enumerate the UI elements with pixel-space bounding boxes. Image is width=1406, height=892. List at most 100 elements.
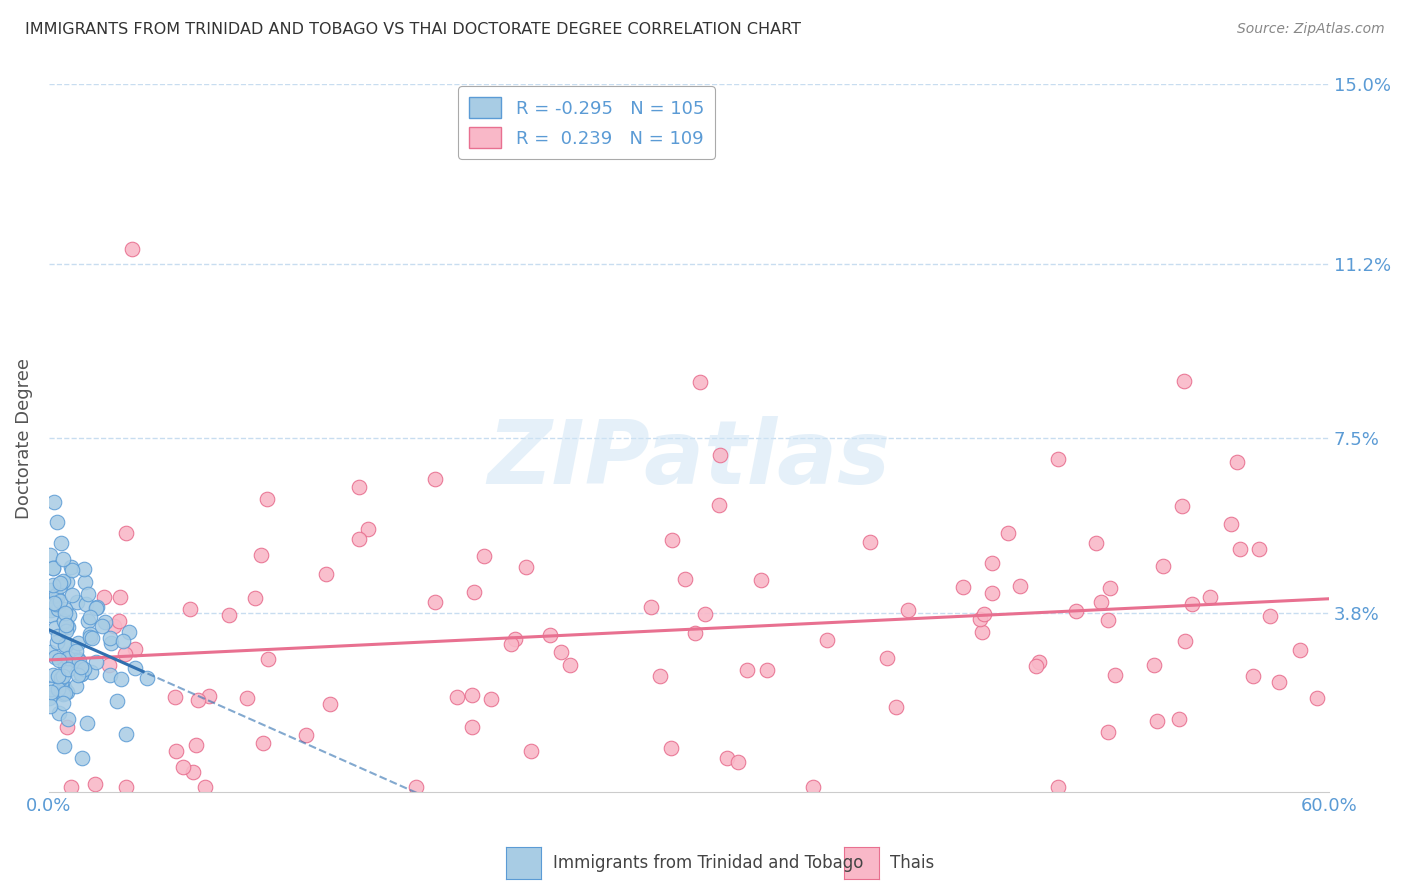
Point: [405, 780, 427, 794]
Point: [103, 619, 125, 633]
Point: [709, 448, 731, 462]
Text: Thais: Thais: [890, 855, 934, 872]
Point: [115, 525, 138, 540]
Point: [60, 563, 83, 577]
Point: [1084, 536, 1107, 550]
Point: [62, 588, 84, 602]
Point: [1142, 657, 1164, 672]
Point: [58, 662, 80, 676]
Point: [51, 683, 73, 698]
Point: [84, 656, 107, 670]
Point: [685, 626, 707, 640]
Point: [98, 631, 121, 645]
Point: [519, 744, 541, 758]
Point: [56, 620, 79, 634]
Point: [347, 480, 370, 494]
Point: [980, 556, 1002, 570]
Point: [48, 681, 70, 696]
Text: ZIPatlas: ZIPatlas: [488, 416, 890, 503]
Point: [460, 720, 482, 734]
Point: [550, 645, 572, 659]
Point: [66, 594, 89, 608]
Point: [39, 548, 62, 562]
Point: [801, 780, 824, 794]
Point: [56, 650, 79, 665]
Point: [114, 726, 136, 740]
Point: [1090, 595, 1112, 609]
Point: [58, 608, 80, 623]
Point: [56, 662, 79, 676]
Point: [48, 706, 70, 721]
Point: [39, 603, 62, 617]
Point: [52, 551, 75, 566]
Point: [198, 689, 221, 703]
Point: [749, 573, 772, 587]
Point: [53, 657, 76, 672]
Point: [735, 663, 758, 677]
Point: [1028, 655, 1050, 669]
Point: [46, 515, 69, 529]
Point: [39, 685, 62, 699]
Point: [67, 652, 90, 666]
Point: [755, 663, 778, 677]
Point: [86, 600, 108, 615]
Point: [79, 610, 101, 624]
Point: [39, 583, 62, 598]
Point: [79, 665, 101, 679]
Point: [115, 780, 138, 794]
Point: [1152, 558, 1174, 573]
Point: [1025, 658, 1047, 673]
Point: [515, 559, 537, 574]
Point: [1167, 712, 1189, 726]
Point: [55, 617, 77, 632]
Point: [969, 612, 991, 626]
Point: [1171, 499, 1194, 513]
Point: [72, 662, 94, 676]
Point: [1267, 675, 1289, 690]
Point: [39, 698, 62, 713]
Point: [673, 572, 696, 586]
Point: [295, 728, 318, 742]
Point: [117, 625, 139, 640]
Point: [49, 576, 72, 591]
Point: [65, 643, 87, 657]
Point: [1174, 634, 1197, 648]
Point: [42, 578, 65, 592]
Point: [981, 586, 1004, 600]
Point: [55, 685, 77, 699]
Point: [70, 750, 93, 764]
Point: [1097, 613, 1119, 627]
Point: [1104, 667, 1126, 681]
Point: [1181, 597, 1204, 611]
Point: [84, 601, 107, 615]
Point: [163, 690, 186, 705]
Point: [250, 548, 273, 562]
Point: [347, 532, 370, 546]
Point: [69, 654, 91, 668]
Point: [45, 597, 67, 611]
Point: [165, 744, 187, 758]
Point: [44, 649, 66, 664]
Point: [52, 687, 75, 701]
Point: [48, 653, 70, 667]
Point: [1097, 725, 1119, 739]
Point: [91, 619, 114, 633]
Point: [66, 668, 89, 682]
Point: [73, 575, 96, 590]
Point: [63, 652, 86, 666]
Point: [55, 575, 77, 590]
Point: [42, 494, 65, 508]
Point: [1226, 455, 1249, 469]
Point: [423, 472, 446, 486]
Point: [44, 621, 66, 635]
Point: [194, 780, 217, 794]
Point: [257, 651, 280, 665]
Point: [479, 692, 502, 706]
Point: [112, 633, 135, 648]
Point: [53, 607, 76, 621]
Point: [42, 561, 65, 575]
Point: [1258, 609, 1281, 624]
Point: [108, 590, 131, 604]
Point: [53, 602, 76, 616]
Point: [425, 595, 447, 609]
